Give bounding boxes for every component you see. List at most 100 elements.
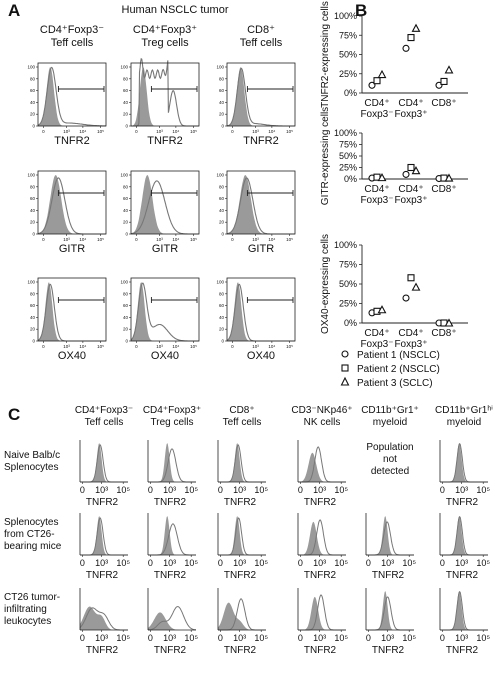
histogram-ox40: 0 20 40 60 80 100 0 10³ 10⁴ 10⁵ OX40: [216, 277, 296, 362]
data-point-square: [407, 274, 415, 282]
x-tick-label: 10⁵: [402, 633, 416, 643]
histogram-ox40: 0 20 40 60 80 100 0 10³ 10⁴ 10⁵ OX40: [27, 277, 107, 362]
panel-c-col-title: CD8⁺: [229, 405, 254, 416]
x-tick-label: 0: [42, 129, 45, 134]
y-tick-label: 0%: [344, 88, 357, 98]
y-tick-label: 25%: [339, 69, 357, 79]
x-tick-label: 10⁵: [97, 129, 104, 134]
y-tick-label: 25%: [339, 163, 357, 173]
isotype-curve: [440, 516, 488, 555]
x-tick-label: 10³: [63, 344, 70, 349]
x-tick-label: 0: [42, 237, 45, 242]
isotype-curve: [440, 591, 488, 630]
x-axis-label: OX40: [247, 350, 275, 362]
x-tick-label: 10³: [156, 237, 163, 242]
y-tick-label: 20: [123, 220, 129, 225]
legend-marker-square: [341, 364, 349, 372]
isotype-curve: [227, 67, 295, 126]
x-tick-label: 10³: [252, 129, 259, 134]
y-tick-label: 20: [219, 112, 225, 117]
y-axis-label: TNFR2-expressing cells: [320, 1, 331, 108]
histogram-tnfr2: 0 10³ 10⁵ TNFR2: [147, 513, 198, 581]
x-tick-label: 10⁵: [184, 633, 198, 643]
x-tick-label: 0: [298, 558, 303, 568]
x-axis-label: TNFR2: [446, 570, 479, 581]
y-tick-label: 60: [123, 196, 129, 201]
y-tick-label: 60: [30, 196, 36, 201]
isotype-curve: [38, 282, 106, 341]
category-label: CD4⁺: [364, 328, 389, 339]
x-tick-label: 0: [148, 558, 153, 568]
panel-c-col-title: Treg cells: [151, 417, 194, 428]
data-point-triangle: [411, 166, 421, 175]
panel-a-title: Human NSCLC tumor: [122, 4, 229, 16]
x-tick-label: 10⁵: [97, 344, 104, 349]
x-axis-label: GITR: [248, 243, 274, 255]
y-tick-label: 20: [219, 220, 225, 225]
histogram-frame: [130, 277, 200, 342]
x-tick-label: 10³: [95, 485, 108, 495]
x-tick-label: 10⁵: [254, 485, 268, 495]
y-tick-label: 80: [123, 184, 129, 189]
x-tick-label: 10⁴: [79, 344, 86, 349]
x-tick-label: 10³: [163, 633, 176, 643]
y-tick-label: 100%: [334, 128, 357, 138]
x-tick-label: 10³: [252, 344, 259, 349]
panel-b-letter: B: [355, 1, 367, 20]
category-label: Foxp3⁺: [394, 195, 427, 206]
data-point-triangle: [377, 305, 387, 314]
x-axis-label: TNFR2: [86, 497, 119, 508]
x-tick-label: 10⁵: [476, 633, 490, 643]
x-tick-label: 10³: [233, 633, 246, 643]
histogram-tnfr2: 0 10³ 10⁵ TNFR2: [439, 440, 490, 508]
histogram-ox40: 0 20 40 60 80 100 0 10³ 10⁴ 10⁵ OX40: [120, 277, 200, 362]
x-tick-label: 0: [366, 558, 371, 568]
x-axis-label: TNFR2: [304, 570, 337, 581]
y-tick-label: 80: [123, 291, 129, 296]
stain-curve: [298, 519, 346, 556]
legend-label: Patient 1 (NSCLC): [357, 350, 440, 361]
histogram-tnfr2: 0 10³ 10⁵ TNFR2: [297, 440, 348, 508]
panel-c-col-title: CD4⁺Foxp3⁺: [143, 405, 201, 416]
x-tick-label: 10⁴: [268, 344, 275, 349]
x-tick-label: 10³: [313, 633, 326, 643]
x-axis-label: TNFR2: [224, 497, 257, 508]
histogram-tnfr2: 0 10³ 10⁵ TNFR2: [79, 440, 130, 508]
x-tick-label: 10⁵: [254, 633, 268, 643]
histogram-tnfr2: 0 10³ 10⁵ TNFR2: [439, 513, 490, 581]
panel-c-col-title: Teff cells: [85, 417, 124, 428]
x-tick-label: 0: [135, 129, 138, 134]
histogram-tnfr2: 0 10³ 10⁵ TNFR2: [297, 513, 348, 581]
x-tick-label: 10³: [252, 237, 259, 242]
histogram-tnfr2: 0 10³ 10⁵ TNFR2: [297, 588, 348, 656]
panel-c-col-title: myeloid: [373, 417, 407, 428]
stain-curve: [218, 444, 266, 483]
x-tick-label: 10³: [381, 558, 394, 568]
stain-curve: [80, 444, 128, 483]
data-point-circle: [402, 294, 410, 302]
panel-c-col-title: CD11b⁺Gr1⁺: [361, 405, 419, 416]
panel-c-col-title: myeloid: [447, 417, 481, 428]
x-tick-label: 0: [440, 633, 445, 643]
x-tick-label: 0: [135, 237, 138, 242]
x-tick-label: 0: [218, 558, 223, 568]
x-tick-label: 0: [148, 485, 153, 495]
histogram-gitr: 0 20 40 60 80 100 0 10³ 10⁴ 10⁵ GITR: [216, 170, 296, 255]
stain-curve: [298, 446, 346, 483]
panel-c-row-title: Splenocytes: [4, 517, 58, 528]
x-tick-label: 10³: [95, 558, 108, 568]
isotype-curve: [218, 602, 266, 630]
x-tick-label: 10⁵: [190, 129, 197, 134]
data-point-circle: [402, 170, 410, 178]
category-label: CD8⁺: [431, 98, 456, 109]
x-tick-label: 10⁵: [334, 633, 348, 643]
category-label: CD4⁺: [398, 184, 423, 195]
y-tick-label: 100: [216, 280, 224, 285]
x-axis-label: TNFR2: [147, 135, 182, 147]
panel-c-letter: C: [8, 405, 20, 424]
x-tick-label: 0: [80, 633, 85, 643]
x-tick-label: 0: [80, 485, 85, 495]
isotype-curve: [148, 516, 196, 555]
y-tick-label: 80: [219, 184, 225, 189]
x-tick-label: 10³: [233, 558, 246, 568]
